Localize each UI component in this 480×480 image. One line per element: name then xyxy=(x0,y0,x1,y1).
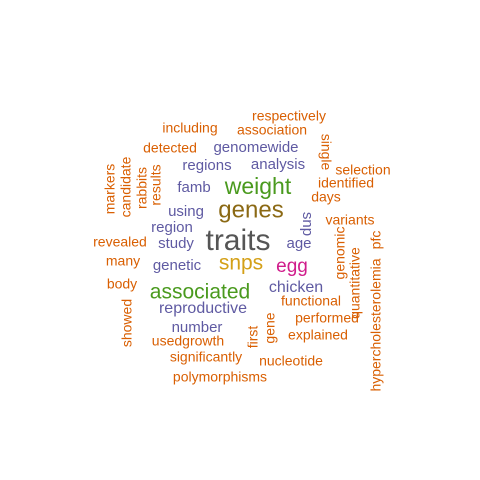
word-quantitative: quantitative xyxy=(347,247,363,319)
word-performed: performed xyxy=(295,310,359,326)
word-usedgrowth: usedgrowth xyxy=(152,333,224,349)
word-egg: egg xyxy=(276,256,308,277)
word-nucleotide: nucleotide xyxy=(259,353,323,369)
word-traits: traits xyxy=(205,224,270,257)
word-first: first xyxy=(245,326,261,349)
word-genomic: genomic xyxy=(332,227,348,280)
word-respectively: respectively xyxy=(252,108,326,124)
word-detected: detected xyxy=(143,140,197,156)
word-many: many xyxy=(106,253,140,269)
word-region: region xyxy=(151,219,193,236)
word-genes: genes xyxy=(218,196,283,223)
word-chicken: chicken xyxy=(269,279,323,296)
word-identified: identified xyxy=(318,175,374,191)
word-results: results xyxy=(148,164,164,205)
word-pfc: pfc xyxy=(368,231,384,250)
word-snp: snp xyxy=(299,212,316,236)
word-hypercholesterolemia: hypercholesterolemia xyxy=(368,258,384,391)
word-revealed: revealed xyxy=(93,234,147,250)
word-using: using xyxy=(168,203,204,220)
word-famb: famb xyxy=(177,179,210,196)
word-polymorphisms: polymorphisms xyxy=(173,369,267,385)
word-variants: variants xyxy=(325,212,374,228)
word-body: body xyxy=(107,276,137,292)
word-candidate: candidate xyxy=(118,156,134,217)
word-selection: selection xyxy=(335,162,390,178)
word-genetic: genetic xyxy=(153,257,202,274)
word-days: days xyxy=(311,189,341,205)
word-weight: weight xyxy=(224,173,292,199)
word-reproductive: reproductive xyxy=(159,300,247,317)
word-showed: showed xyxy=(119,299,135,347)
word-markers: markers xyxy=(102,164,118,215)
word-genomewide: genomewide xyxy=(213,139,298,156)
word-association: association xyxy=(237,122,307,138)
word-single: single xyxy=(318,134,334,171)
word-study: study xyxy=(158,235,194,252)
word-associated: associated xyxy=(150,281,250,304)
word-number: number xyxy=(172,319,223,336)
word-snps: snps xyxy=(219,252,263,275)
word-significantly: significantly xyxy=(170,349,242,365)
word-including: including xyxy=(162,120,217,136)
word-rabbits: rabbits xyxy=(134,167,150,209)
word-regions: regions xyxy=(182,157,231,174)
word-functional: functional xyxy=(281,293,341,309)
word-age: age xyxy=(286,235,311,252)
word-explained: explained xyxy=(288,327,348,343)
word-gene: gene xyxy=(262,312,278,343)
word-analysis: analysis xyxy=(251,156,305,173)
